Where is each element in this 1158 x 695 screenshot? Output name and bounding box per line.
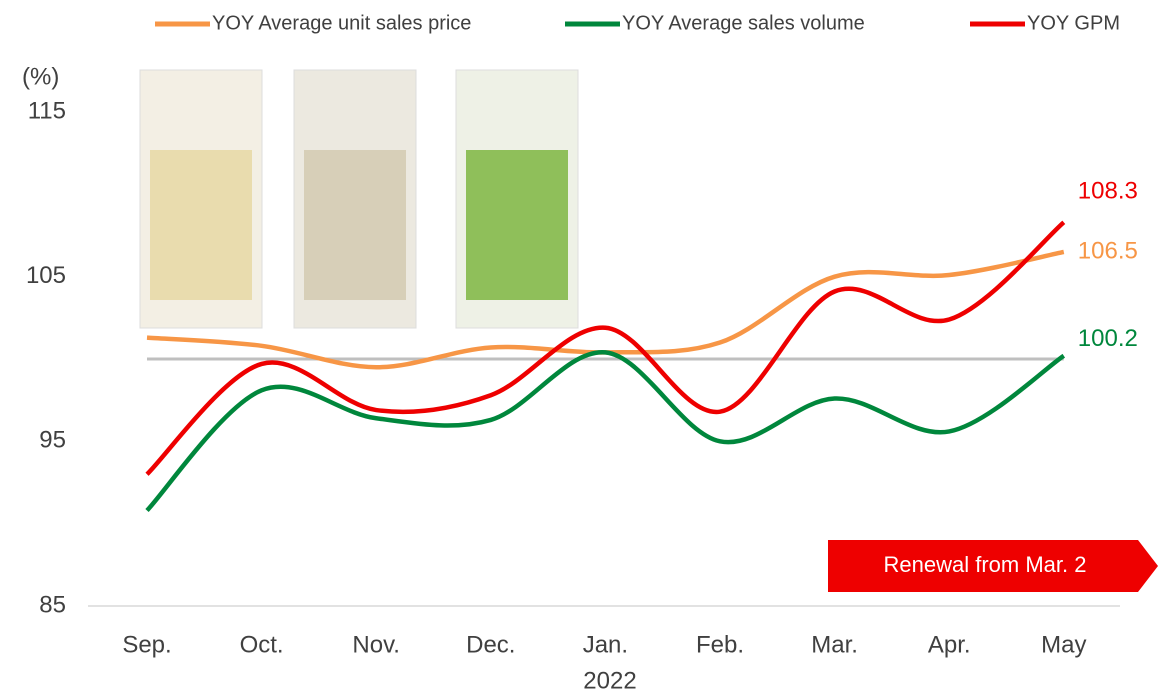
y-tick-label: 115 [28,97,66,124]
x-tick-label: Dec. [466,631,515,658]
y-tick-label: 85 [39,591,66,618]
series-line [147,352,1064,510]
x-tick-label: May [1041,631,1086,658]
x-tick-label: Nov. [352,631,400,658]
x-axis-label: 2022 [583,667,636,694]
data-label: 100.2 [1078,325,1138,352]
data-label: 106.5 [1078,237,1138,264]
data-label: 108.3 [1078,178,1138,205]
series-line [147,252,1064,367]
y-tick-label: 95 [39,427,66,454]
legend-label: YOY GPM [1027,12,1120,34]
x-tick-label: Jan. [583,631,628,658]
y-axis-label: (%) [22,63,59,90]
legend-label: YOY Average sales volume [622,12,865,34]
chart: (%) 2022 Renewal from Mar. 2 85 95 105 115 S… [0,0,1158,695]
product-images [140,70,578,328]
x-tick-label: Apr. [928,631,971,658]
x-tick-label: Oct. [240,631,284,658]
x-tick-label: Sep. [122,631,171,658]
annotation: Renewal from Mar. 2 [884,552,1087,577]
y-tick-label: 105 [26,262,66,289]
x-tick-label: Mar. [811,631,858,658]
x-tick-label: Feb. [696,631,744,658]
legend-label: YOY Average unit sales price [212,12,471,34]
